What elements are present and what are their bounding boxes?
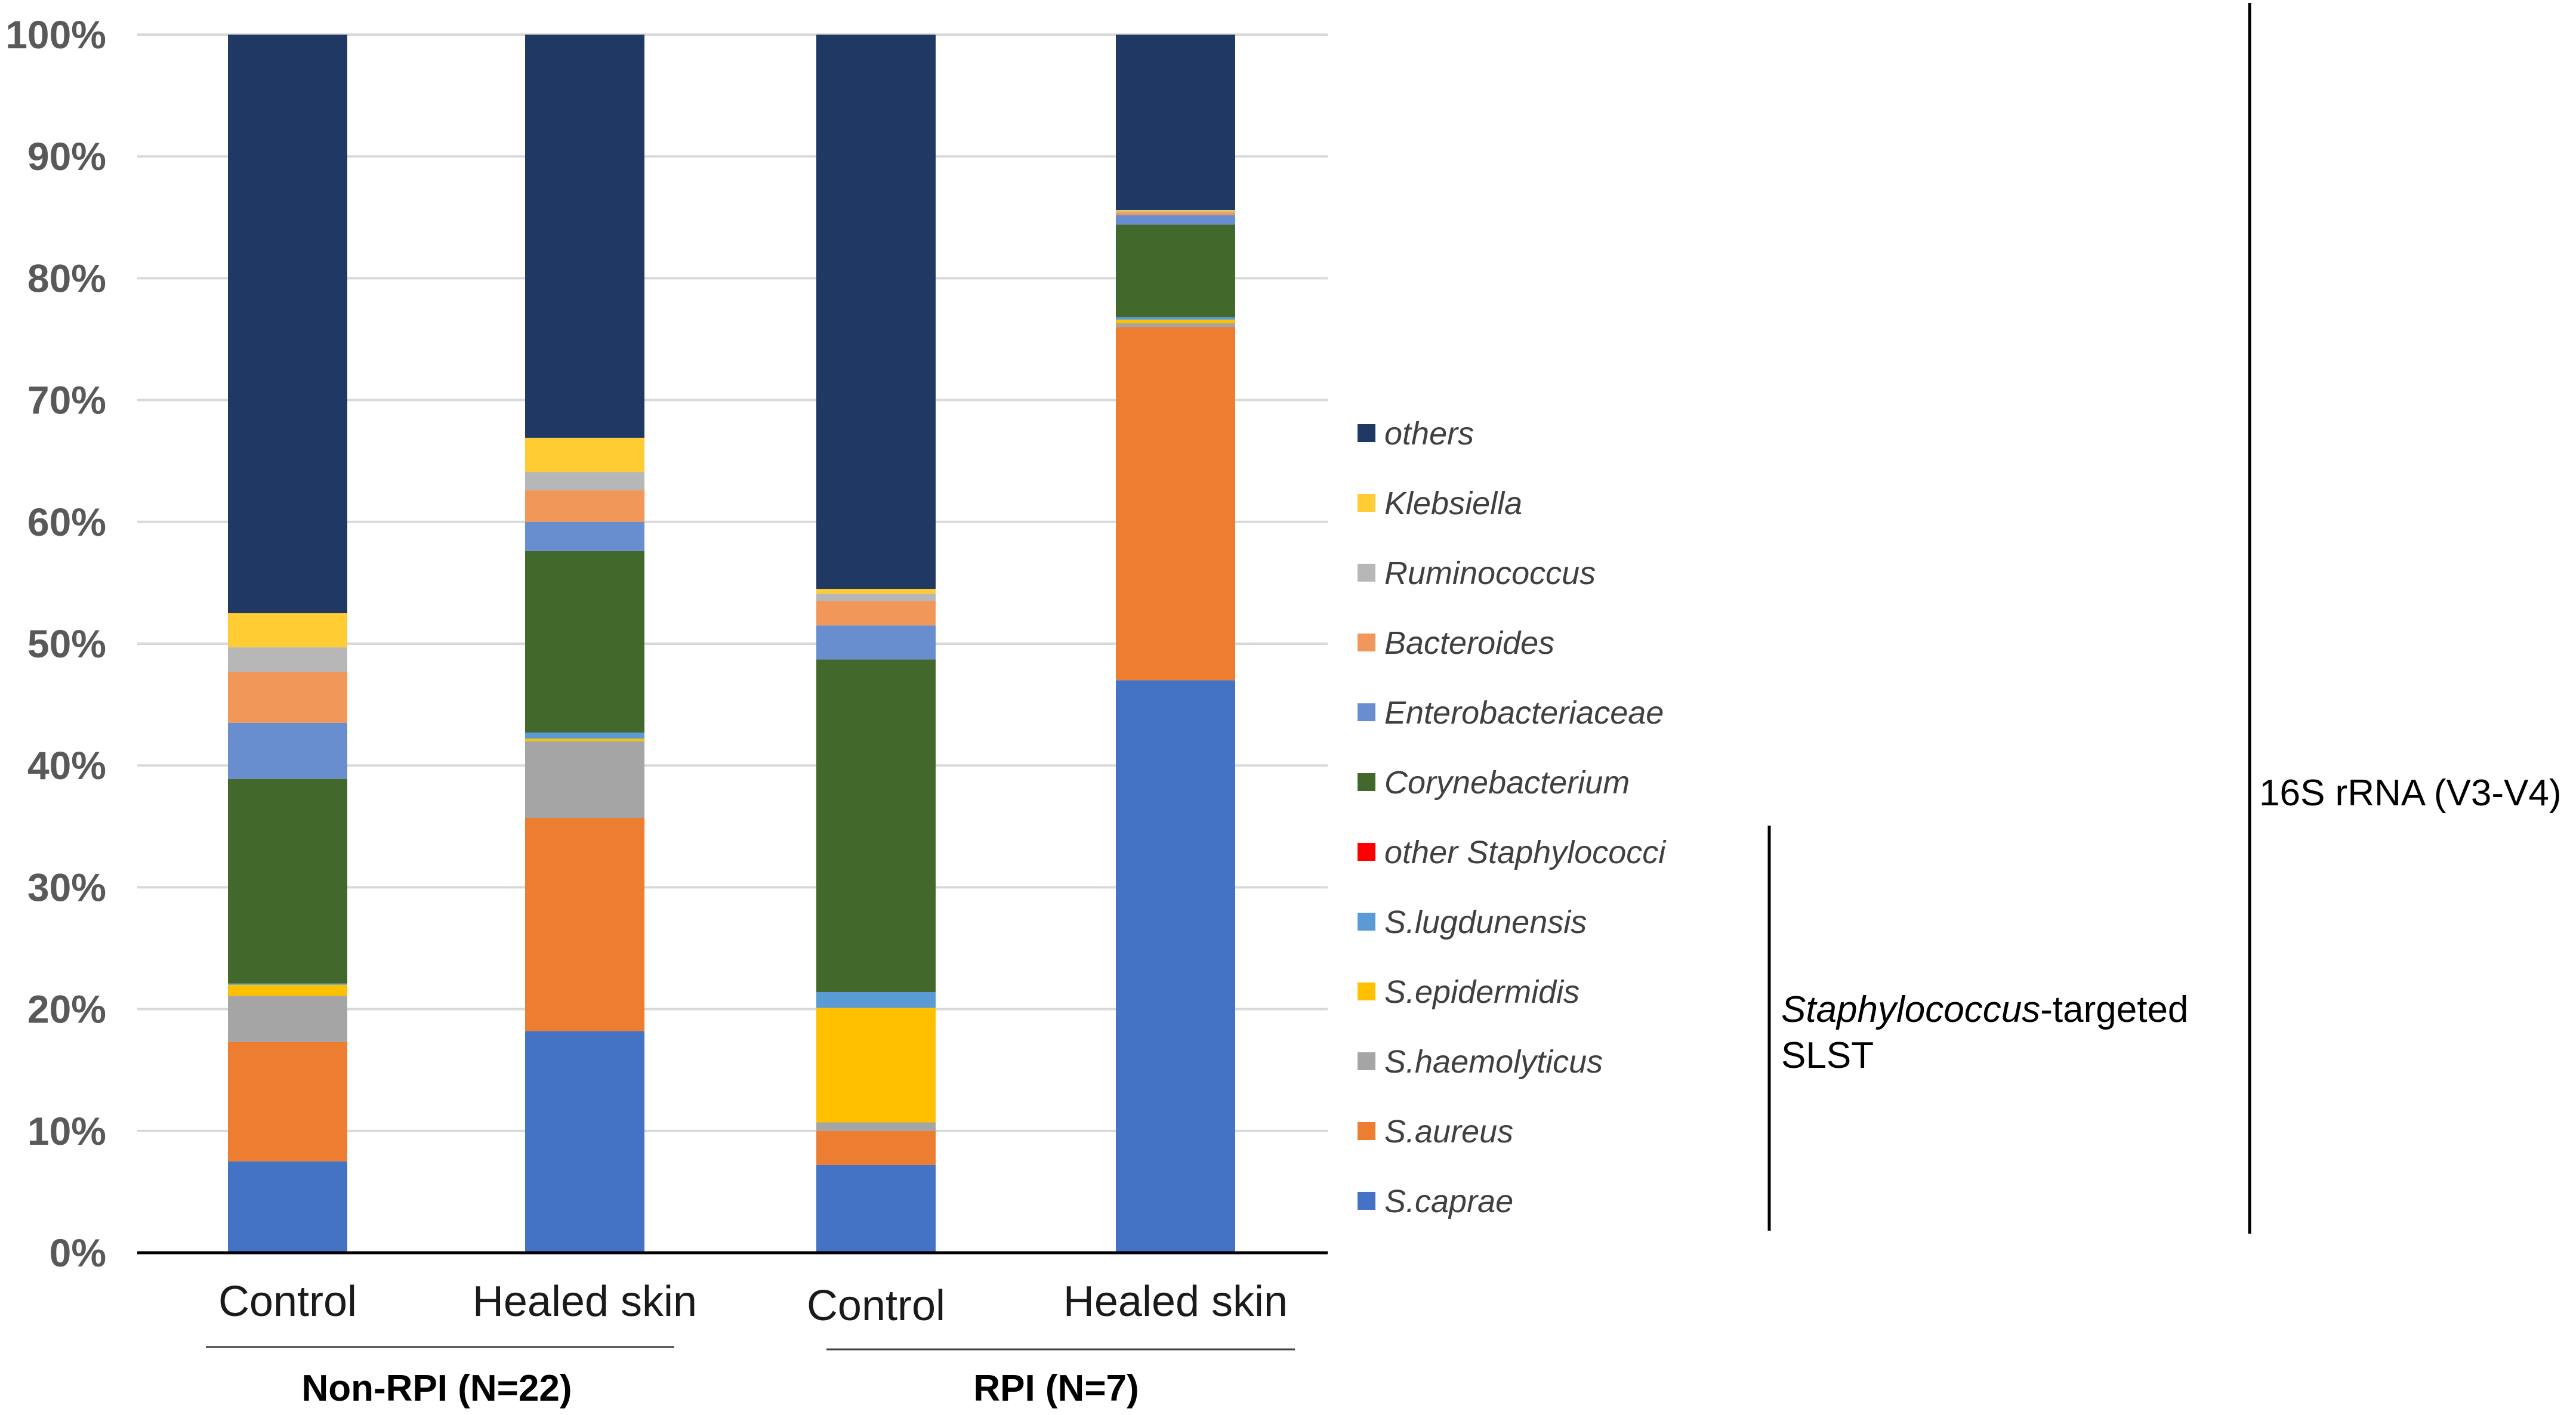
staph-bracket-italic: Staphylococcus [1781,989,2040,1030]
bar-segment [816,1008,936,1123]
legend-label: S.caprae [1384,1184,1513,1219]
y-tick-label: 100% [5,13,106,57]
y-tick-label: 0% [50,1231,106,1275]
staph-bracket-label: Staphylococcus-targeted [1781,989,2188,1030]
bar-segment [228,35,347,613]
bar-segment [1116,211,1235,213]
y-tick-label: 40% [27,743,106,787]
legend-swatch [1358,564,1375,582]
y-tick-label: 20% [27,987,106,1031]
legend-swatch [1358,773,1375,791]
x-category-label: Control [807,1282,945,1330]
legend-swatch [1358,913,1375,931]
legend-label: Ruminococcus [1384,555,1596,591]
y-tick-label: 80% [27,256,106,300]
bar-segment [1116,212,1235,215]
legend-label: Corynebacterium [1384,765,1630,801]
group-label: Non-RPI (N=22) [302,1368,572,1409]
legend-swatch [1358,1192,1375,1210]
bar-segment [1116,35,1235,211]
legend-label: Bacteroides [1384,625,1554,661]
bar-segment [228,613,347,648]
legend-label: others [1384,416,1474,452]
bar-segment [525,490,644,522]
legend-swatch [1358,1122,1375,1140]
bar-segment [228,984,347,996]
bar-segment [1116,680,1235,1253]
legend-swatch [1358,703,1375,721]
bar-segment [816,589,936,594]
legend-label: other Staphylococci [1384,835,1667,870]
y-tick-label: 10% [27,1109,106,1153]
bar-segment [525,1031,644,1253]
bar-segment [1116,323,1235,328]
x-category-label: Healed skin [1063,1278,1288,1326]
legend-swatch [1358,983,1375,1000]
bar-segment [1116,319,1235,323]
bar-segment [228,1042,347,1161]
bar-segment [228,647,347,672]
bar-segment [228,983,347,985]
bar-segment [525,472,644,490]
bar-segment [816,35,936,589]
y-tick-label: 60% [27,500,106,544]
staph-bracket-rest: -targeted [2040,989,2188,1030]
bar-segment [1116,210,1235,212]
bar-segment [816,594,936,601]
bar-segment [816,1122,936,1131]
group-label: RPI (N=7) [973,1368,1139,1409]
bar-segment [1116,215,1235,225]
legend-label: S.aureus [1384,1114,1513,1150]
bar-segment [228,671,347,723]
bar-segment [525,818,644,1031]
staph-bracket-label-line2: SLST [1781,1035,1874,1076]
x-category-label: Control [218,1278,357,1326]
bar-segment [816,1164,936,1253]
legend-swatch [1358,843,1375,861]
legend-label: S.epidermidis [1384,974,1579,1010]
bar-segment [816,625,936,660]
y-tick-label: 30% [27,865,106,909]
legend-swatch [1358,424,1375,442]
y-tick-label: 90% [27,134,106,178]
y-tick-label: 70% [27,378,106,422]
rrna-bracket-label: 16S rRNA (V3-V4) [2259,773,2562,814]
bar-segment [228,778,347,984]
x-category-label: Healed skin [473,1278,697,1326]
legend-swatch [1358,634,1375,651]
bar-segment [228,722,347,779]
bar-segment [1116,317,1235,320]
bar-segment [525,437,644,472]
bar-segment [816,1130,936,1165]
bar-segment [525,741,644,818]
legend-swatch [1358,1052,1375,1070]
bar-segment [1116,224,1235,317]
bar-segment [816,659,936,993]
bar-segment [525,35,644,438]
legend-label: S.lugdunensis [1384,904,1587,940]
bar-segment [525,521,644,551]
legend-label: Enterobacteriaceae [1384,695,1664,731]
legend-label: Klebsiella [1384,486,1522,521]
bar-segment [816,601,936,626]
bar-segment [228,1161,347,1253]
bar-segment [816,992,936,1008]
y-tick-label: 50% [27,622,106,666]
legend-swatch [1358,494,1375,512]
legend-label: S.haemolyticus [1384,1044,1603,1080]
bar-segment [525,739,644,742]
bar-segment [1116,327,1235,681]
bar-segment [525,551,644,733]
bar-segment [525,733,644,739]
bar-segment [228,996,347,1042]
